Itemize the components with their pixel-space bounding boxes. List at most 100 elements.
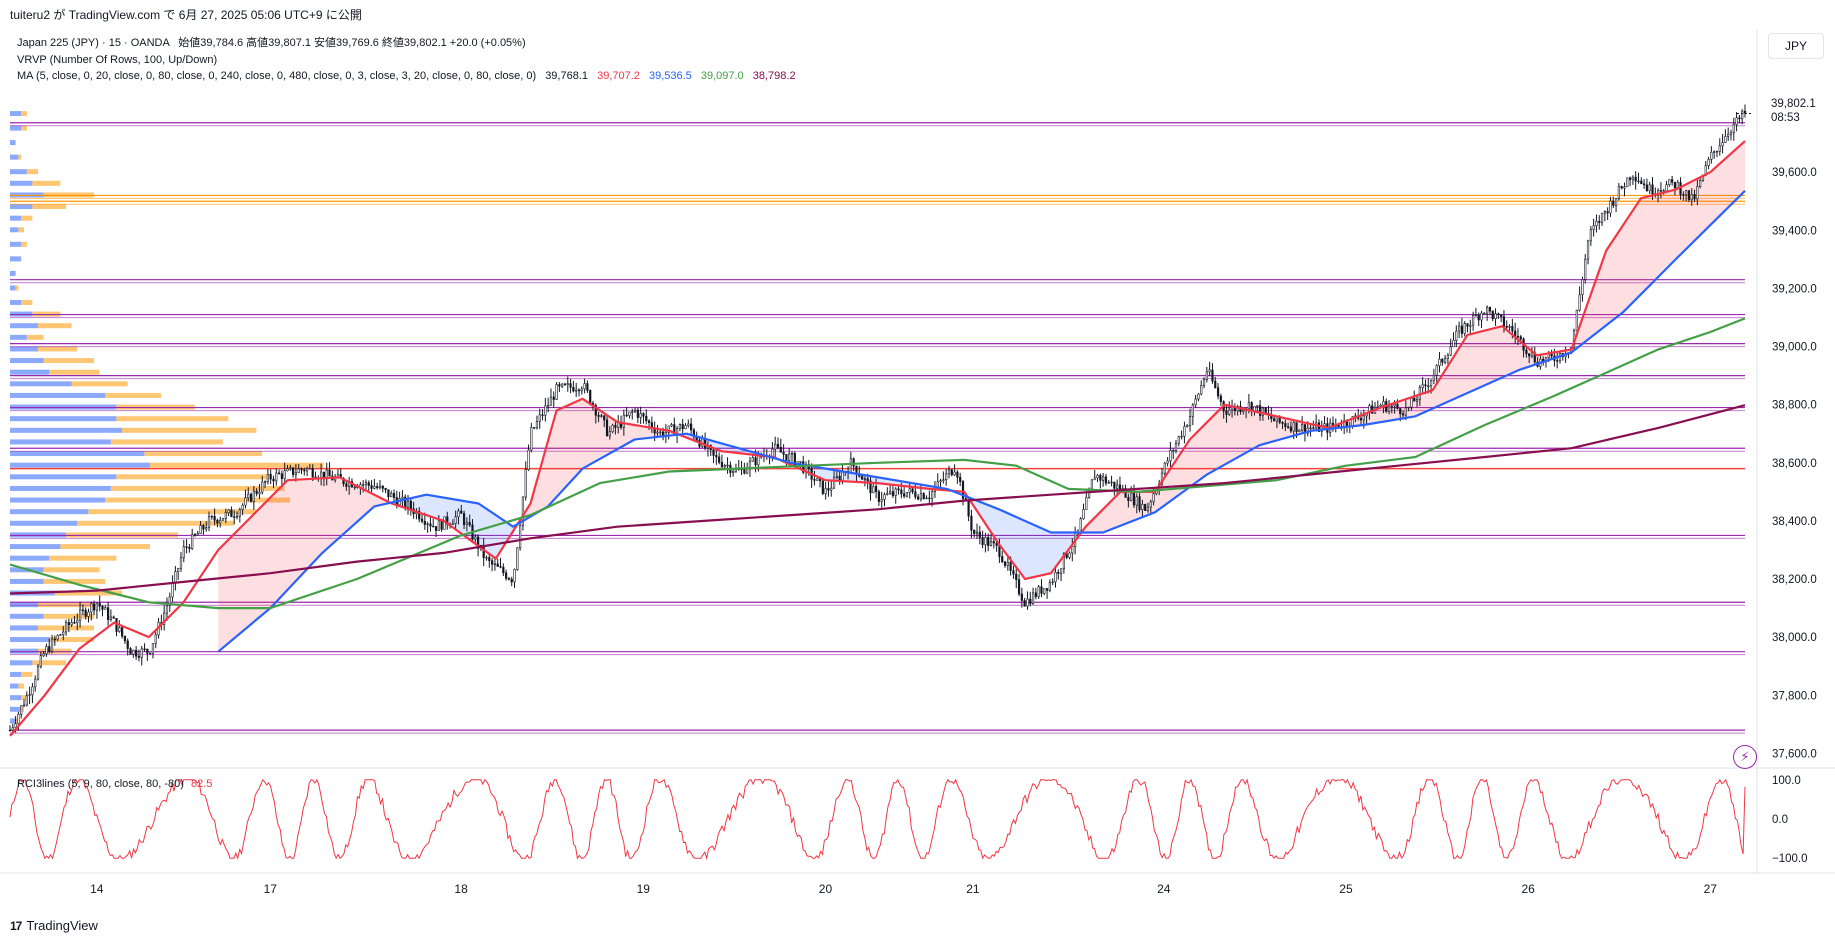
candle-body (1219, 395, 1222, 402)
candle-body (894, 488, 897, 496)
ma-row[interactable]: MA (5, close, 0, 20, close, 0, 80, close… (17, 68, 796, 85)
candle-body (1741, 110, 1744, 120)
vrvp-row[interactable]: VRVP (Number Of Rows, 100, Up/Down) (17, 53, 218, 66)
candle-body (1264, 407, 1267, 414)
candle-body (1671, 179, 1674, 183)
candle-body (1102, 476, 1105, 481)
candle-body (1676, 182, 1679, 189)
candle-body (216, 519, 219, 524)
candle-body (238, 509, 241, 517)
candle-body (1581, 279, 1584, 296)
tradingview-logo-text: TradingView (26, 918, 98, 933)
candle-body (692, 429, 696, 438)
candle-body (597, 414, 600, 417)
candle-body (841, 471, 844, 481)
candle-body (252, 490, 255, 502)
candle-body (975, 531, 979, 534)
candle-body (788, 453, 791, 461)
ribbon-segment (1064, 532, 1072, 555)
time-tick-label: 18 (454, 882, 468, 896)
vp-down-bar (43, 358, 94, 364)
vp-up-bar (10, 578, 44, 584)
alert-bolt-icon[interactable]: ⚡ (1733, 745, 1757, 769)
ribbon-segment (1481, 329, 1489, 387)
candle-body (1172, 449, 1175, 452)
candle-body (207, 516, 211, 529)
candle-body (1424, 384, 1427, 387)
candle-body (1659, 190, 1663, 192)
candle-body (715, 455, 718, 458)
ribbon-segment (1168, 460, 1176, 503)
candle-body (1043, 588, 1046, 594)
candle-body (628, 411, 631, 416)
ribbon-segment (1044, 529, 1051, 575)
price-tick-label: 38,600.0 (1772, 458, 1817, 470)
candle-body (1256, 405, 1259, 407)
candle-body (182, 546, 185, 559)
candle-body (1497, 313, 1500, 316)
candle-body (485, 557, 488, 559)
ribbon-segment (1668, 189, 1676, 267)
candle-body (101, 605, 104, 610)
ribbon-segment (1738, 141, 1745, 198)
vp-up-bar (10, 416, 117, 422)
candle-body (586, 383, 589, 391)
candle-body (191, 534, 194, 549)
ribbon-segment (1023, 520, 1031, 578)
candle-body (1606, 211, 1609, 214)
candle-body (1642, 183, 1646, 186)
price-tick-label: 37,600.0 (1772, 748, 1817, 760)
ribbon-segment (1661, 191, 1669, 274)
candle-body (434, 526, 438, 531)
candle-body (849, 458, 852, 473)
candle-body (1029, 598, 1032, 604)
candle-body (917, 496, 920, 500)
rci-pane (9, 778, 1746, 861)
candle-body (684, 425, 687, 430)
candle-body (373, 486, 376, 489)
candle-body (1110, 481, 1113, 484)
vp-down-bar (88, 509, 257, 515)
ribbon-segment (634, 425, 642, 440)
candle-body (776, 443, 780, 448)
candle-body (426, 523, 429, 525)
ma-value-5: 38,798.2 (752, 70, 796, 82)
candle-body (280, 473, 283, 479)
vp-down-bar (21, 706, 24, 712)
candle-body (1292, 422, 1295, 432)
ribbon-segment (1030, 523, 1038, 578)
price-tick-label: 38,400.0 (1772, 516, 1817, 528)
candle-body (1449, 346, 1452, 356)
candle-body (1093, 477, 1096, 481)
candle-body (1169, 450, 1172, 462)
ribbon-segment (1432, 379, 1440, 409)
symbol-row[interactable]: Japan 225 (JPY) · 15 · OANDA 始値39,784.6 … (17, 35, 796, 52)
candle-body (1502, 316, 1506, 327)
candle-body (1399, 408, 1402, 415)
candle-body (869, 480, 872, 494)
candle-body (1216, 387, 1220, 397)
candle-body (1149, 501, 1152, 508)
time-tick-label: 25 (1339, 882, 1353, 896)
rci-legend[interactable]: RCI3lines (5, 9, 80, close, 80, -80) 82.… (17, 778, 212, 790)
candle-body (667, 425, 670, 433)
vp-up-bar (10, 520, 78, 526)
ribbon-segment (572, 400, 580, 480)
currency-button[interactable]: JPY (1768, 33, 1824, 59)
candle-body (286, 468, 289, 472)
candle-body (659, 431, 662, 434)
candle-body (1612, 200, 1615, 206)
candle-body (1026, 598, 1029, 607)
candle-body (1729, 131, 1733, 135)
candle-body (1113, 481, 1116, 489)
candle-body (989, 541, 993, 546)
candle-body (406, 500, 410, 508)
candle-body (1685, 190, 1688, 196)
candle-body (87, 611, 90, 617)
tradingview-logo[interactable]: 17 TradingView (10, 918, 98, 933)
ma-line-20 (9, 140, 1746, 737)
candle-body (928, 497, 931, 500)
candle-body (107, 607, 110, 620)
price-tick-label: 37,800.0 (1772, 690, 1817, 702)
